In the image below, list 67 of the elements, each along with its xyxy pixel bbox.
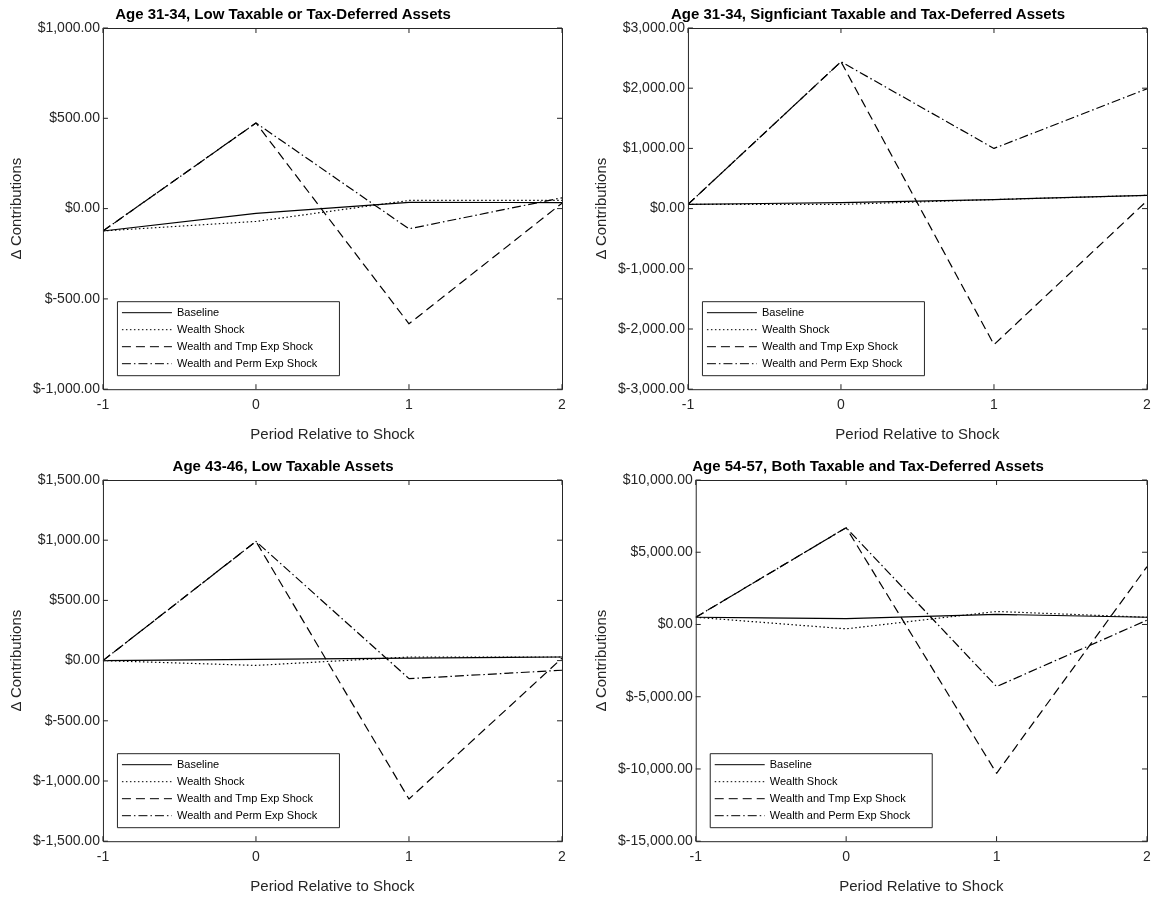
legend-label: Wealth Shock (769, 774, 838, 787)
y-tick-label: $0.00 (649, 199, 686, 216)
x-axis-title: Period Relative to Shock (839, 877, 1004, 895)
y-tick-label: $0.00 (64, 651, 101, 668)
y-tick-label: $1,500.00 (37, 470, 101, 487)
y-tick-label: $1,000.00 (37, 531, 101, 548)
x-tick-label: -1 (96, 396, 110, 413)
y-tick-label: $-5,000.00 (625, 687, 693, 704)
x-tick-label: 2 (558, 396, 567, 413)
legend-label: Baseline (176, 305, 220, 318)
x-tick-label: 2 (558, 848, 567, 865)
chart-title: Age 54-57, Both Taxable and Tax-Deferred Assets (692, 457, 1044, 475)
x-axis-title: Period Relative to Shock (250, 425, 416, 443)
y-tick-label: $-500.00 (44, 289, 101, 306)
legend-label: Baseline (761, 305, 805, 318)
x-tick-label: -1 (681, 396, 695, 413)
legend-label: Wealth and Perm Exp Shock (761, 356, 903, 369)
x-tick-label: 1 (405, 848, 414, 865)
x-tick-label: 1 (405, 396, 414, 413)
y-tick-label: $-1,000.00 (617, 259, 686, 276)
legend-label: Baseline (176, 757, 220, 770)
x-tick-label: -1 (689, 848, 703, 865)
legend-label: Wealth and Perm Exp Shock (176, 808, 318, 821)
y-tick-label: $500.00 (49, 109, 101, 126)
legend-label: Wealth Shock (761, 322, 831, 335)
legend-label: Wealth Shock (176, 774, 246, 787)
y-tick-label: $-1,500.00 (32, 832, 101, 849)
y-tick-label: $-10,000.00 (618, 759, 693, 776)
y-axis-title: Δ Contributions (592, 609, 610, 712)
y-tick-label: $500.00 (49, 591, 101, 608)
x-axis-title: Period Relative to Shock (835, 425, 1001, 443)
x-tick-label: -1 (96, 848, 110, 865)
legend-label: Wealth and Perm Exp Shock (176, 356, 318, 369)
y-axis-title: Δ Contributions (7, 157, 25, 260)
y-tick-label: $2,000.00 (622, 79, 686, 96)
legend-label: Wealth Shock (176, 322, 246, 335)
y-tick-label: $-500.00 (44, 711, 101, 728)
x-tick-label: 0 (837, 396, 846, 413)
y-tick-label: $1,000.00 (37, 18, 101, 35)
x-tick-label: 0 (252, 396, 261, 413)
y-tick-label: $-15,000.00 (618, 832, 693, 849)
y-tick-label: $0.00 (657, 615, 693, 632)
legend-label: Wealth and Tmp Exp Shock (769, 791, 907, 804)
y-tick-label: $5,000.00 (630, 543, 693, 560)
legend-label: Wealth and Tmp Exp Shock (176, 339, 314, 352)
y-axis-title: Δ Contributions (592, 157, 610, 260)
x-tick-label: 1 (990, 396, 999, 413)
y-tick-label: $10,000.00 (622, 470, 693, 487)
x-tick-label: 0 (252, 848, 261, 865)
legend-label: Baseline (769, 757, 812, 770)
y-tick-label: $-1,000.00 (32, 380, 101, 397)
y-tick-label: $-2,000.00 (617, 319, 686, 336)
y-axis-title: Δ Contributions (7, 609, 25, 712)
legend-label: Wealth and Tmp Exp Shock (176, 791, 314, 804)
legend-label: Wealth and Perm Exp Shock (769, 808, 911, 821)
y-tick-label: $-3,000.00 (617, 380, 686, 397)
y-tick-label: $1,000.00 (622, 139, 686, 156)
x-tick-label: 2 (1143, 396, 1152, 413)
x-axis-title: Period Relative to Shock (250, 877, 416, 895)
chart-title: Age 31-34, Low Taxable or Tax-Deferred Assets (115, 5, 451, 23)
legend-label: Wealth and Tmp Exp Shock (761, 339, 899, 352)
x-tick-label: 0 (842, 848, 851, 865)
y-tick-label: $0.00 (64, 199, 101, 216)
x-tick-label: 2 (1143, 848, 1152, 865)
y-tick-label: $-1,000.00 (32, 771, 101, 788)
x-tick-label: 1 (992, 848, 1001, 865)
chart-title: Age 43-46, Low Taxable Assets (172, 457, 394, 475)
